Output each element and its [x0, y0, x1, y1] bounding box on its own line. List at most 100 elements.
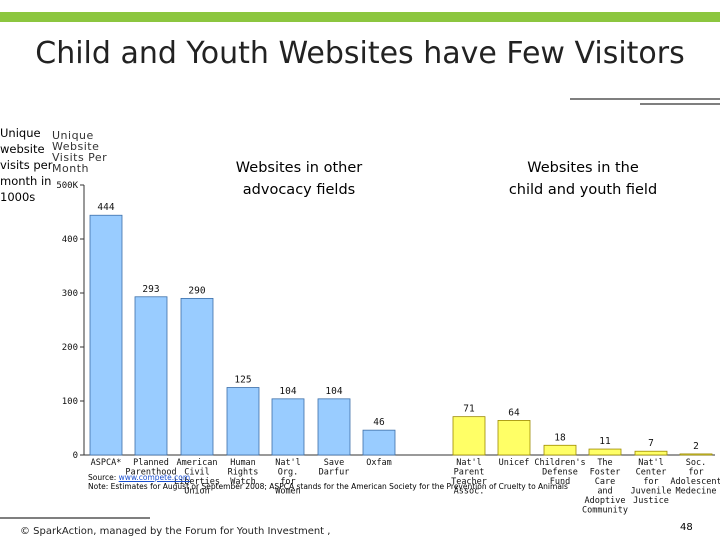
- decorative-rule: [0, 517, 150, 519]
- category-label-line: Adoptive: [585, 496, 626, 506]
- category-label-line: Juvenile: [631, 487, 672, 497]
- category-label: Planned Parenthood: [125, 458, 176, 478]
- bar-value-label: 64: [508, 407, 520, 418]
- category-label-line: Assoc.: [454, 487, 485, 497]
- footer-credit: © SparkAction, managed by the Forum for …: [20, 526, 331, 537]
- category-label-line: for: [643, 477, 658, 487]
- category-label-line: Parent: [454, 468, 485, 478]
- bar: [588, 448, 622, 456]
- decorative-rule: [570, 98, 720, 100]
- category-label-line: Union: [184, 487, 210, 497]
- category-label-line: Planned: [133, 458, 169, 468]
- bar: [634, 450, 668, 456]
- category-label-line: ASPCA*: [91, 458, 122, 468]
- bar-value-label: 46: [373, 417, 385, 428]
- category-label-line: Medecine: [676, 487, 717, 497]
- bar: [317, 398, 351, 456]
- category-label: Nat'l Org. for Women: [275, 458, 301, 497]
- axis-note: Unique website visits per month in 1000s: [0, 126, 53, 204]
- category-label-line: Teacher: [451, 477, 487, 487]
- category-label-line: Soc.: [686, 458, 706, 468]
- bar-value-label: 7: [648, 438, 654, 449]
- category-label: The Foster Care and Adoptive Community: [582, 458, 628, 516]
- page-number: 48: [680, 522, 693, 533]
- category-label-line: Care: [595, 477, 615, 487]
- category-label: Nat'l Parent Teacher Assoc.: [451, 458, 487, 497]
- bar-value-label: 293: [142, 284, 159, 295]
- category-label-line: Oxfam: [366, 458, 392, 468]
- category-label-line: Children's: [534, 458, 585, 468]
- category-label: Nat'l Center for Juvenile Justice: [631, 458, 672, 506]
- category-label-line: Center: [636, 468, 667, 478]
- bar-value-label: 104: [325, 386, 342, 397]
- y-tick-label: 200: [62, 343, 78, 353]
- source-line: Source: www.compete.com: [88, 473, 190, 482]
- bar: [180, 297, 214, 456]
- category-label-line: Civil: [184, 468, 210, 478]
- bar-value-label: 104: [279, 386, 296, 397]
- category-label-line: Fund: [550, 477, 570, 487]
- bar: [497, 420, 531, 456]
- bar-value-label: 2: [693, 441, 699, 452]
- category-label-line: for: [688, 468, 703, 478]
- category-label-line: Women: [275, 487, 301, 497]
- category-label-line: Justice: [633, 496, 669, 506]
- category-label-line: Unicef: [499, 458, 530, 468]
- category-label-line: Darfur: [319, 468, 350, 478]
- category-label-line: Defense: [542, 468, 578, 478]
- category-label-line: Rights: [228, 468, 259, 478]
- category-label-line: for: [280, 477, 295, 487]
- y-tick-label: 100: [62, 397, 78, 407]
- bar-value-label: 71: [463, 404, 475, 415]
- category-label-line: The: [597, 458, 612, 468]
- bar-value-label: 18: [554, 432, 566, 443]
- category-label: Soc. for Adolescent Medecine: [670, 458, 720, 497]
- bar-value-label: 125: [234, 375, 251, 386]
- source-prefix: Source:: [88, 473, 119, 482]
- y-tick-label: 0: [73, 451, 78, 461]
- bar-value-label: 11: [599, 436, 611, 447]
- bar: [271, 398, 305, 456]
- slide-title: Child and Youth Websites have Few Visito…: [35, 36, 685, 71]
- y-tick-label: 400: [62, 235, 78, 245]
- y-tick-label: 500K: [56, 181, 78, 191]
- category-label-line: American: [177, 458, 218, 468]
- bar: [679, 453, 713, 456]
- category-label-line: Watch: [230, 477, 256, 487]
- y-tick-label: 300: [62, 289, 78, 299]
- category-label: American Civil Liberties Union: [174, 458, 220, 497]
- bar: [134, 296, 168, 456]
- top-accent-bar: [0, 12, 720, 22]
- category-label-line: Parenthood: [125, 468, 176, 478]
- bar: [452, 416, 486, 456]
- section-label-child-youth: Websites in the child and youth field: [508, 160, 658, 198]
- category-label: Oxfam: [366, 458, 392, 468]
- category-label-line: Foster: [590, 468, 621, 478]
- chart-title: Unique Website Visits Per Month: [52, 129, 108, 175]
- category-label-line: Nat'l: [275, 458, 301, 468]
- section-label-other-advocacy: Websites in other advocacy fields: [235, 160, 363, 198]
- bar-value-label: 290: [188, 285, 205, 296]
- category-label-line: Liberties: [174, 477, 220, 487]
- bar-value-label: 444: [97, 202, 114, 213]
- category-label: Save Darfur: [319, 458, 350, 478]
- chart-note: Note: Estimates for August or September …: [88, 482, 568, 491]
- bar: [89, 214, 123, 456]
- category-label: Human Rights Watch: [228, 458, 259, 487]
- category-label-line: Adolescent: [670, 477, 720, 487]
- category-label-line: Nat'l: [638, 458, 664, 468]
- category-label-line: Save: [324, 458, 344, 468]
- category-label: Unicef: [499, 458, 530, 468]
- category-label: ASPCA*: [91, 458, 122, 468]
- category-label-line: Org.: [278, 468, 298, 478]
- bar: [362, 429, 396, 456]
- category-label-line: Community: [582, 506, 628, 516]
- bar: [543, 444, 577, 456]
- decorative-rule: [640, 103, 720, 105]
- category-label-line: Human: [230, 458, 256, 468]
- category-label-line: and: [597, 487, 612, 497]
- bar: [226, 387, 260, 456]
- source-link[interactable]: www.compete.com: [118, 473, 191, 482]
- category-label-line: Nat'l: [456, 458, 482, 468]
